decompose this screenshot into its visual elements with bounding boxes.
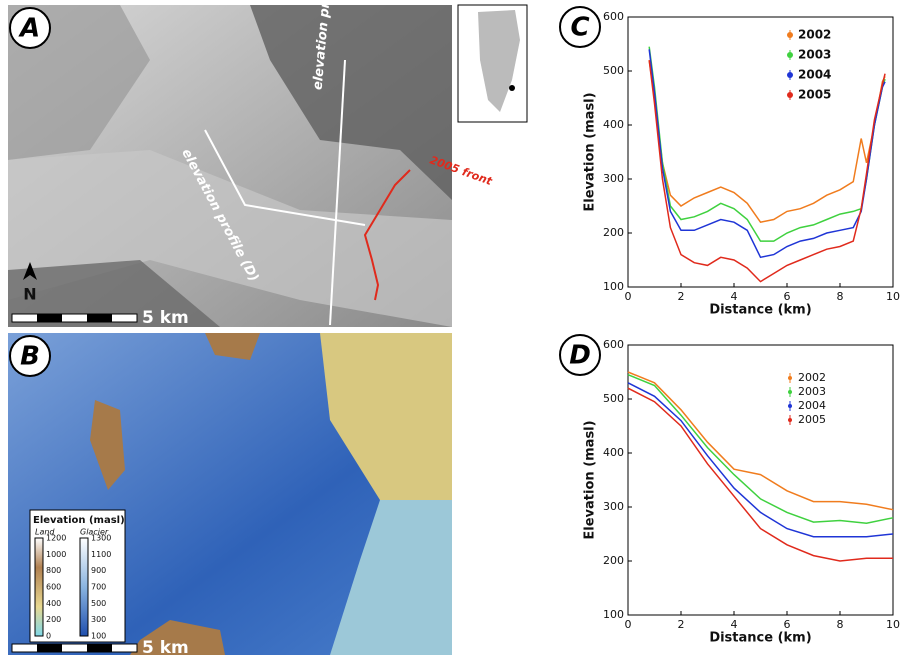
x-tick-label: 8	[837, 290, 844, 303]
legend-marker	[787, 52, 793, 58]
y-tick-label: 400	[603, 118, 624, 131]
legend-marker	[787, 32, 793, 38]
legend-label: 2004	[798, 399, 826, 412]
legend-tick-label: 800	[46, 566, 61, 575]
x-tick-label: 2	[678, 618, 685, 631]
legend-marker	[787, 72, 793, 78]
legend-tick-label: 500	[91, 599, 106, 608]
legend-label: 2003	[798, 48, 831, 62]
legend-marker	[788, 404, 792, 408]
y-tick-label: 300	[603, 500, 624, 513]
y-tick-label: 100	[603, 608, 624, 621]
series-line	[628, 383, 893, 537]
x-tick-label: 0	[625, 618, 632, 631]
legend-title: Elevation (masl)	[33, 515, 125, 526]
x-tick-label: 2	[678, 290, 685, 303]
legend-tick-label: 1300	[91, 534, 111, 543]
y-axis-label: Elevation (masl)	[583, 92, 598, 211]
series-line	[628, 372, 893, 510]
x-tick-label: 6	[784, 290, 791, 303]
y-tick-label: 200	[603, 554, 624, 567]
y-tick-label: 200	[603, 226, 624, 239]
panel-label: C	[570, 13, 589, 43]
x-tick-label: 8	[837, 618, 844, 631]
y-tick-label: 500	[603, 64, 624, 77]
panel-label: B	[20, 342, 40, 372]
scale-bar	[37, 644, 62, 652]
legend-tick-label: 100	[91, 632, 106, 641]
figure: elevation profile (D) elevation profile …	[0, 0, 904, 659]
plot-frame	[628, 345, 893, 615]
series-line	[649, 47, 885, 241]
legend-label: 2002	[798, 371, 826, 384]
legend-tick-label: 700	[91, 583, 106, 592]
north-label: N	[505, 363, 518, 382]
legend-tick-label: 0	[46, 632, 51, 641]
scale-label: 5 km	[142, 638, 189, 658]
legend-label: 2002	[798, 28, 831, 42]
color-ramp	[80, 538, 88, 636]
x-tick-label: 6	[784, 618, 791, 631]
series-line	[649, 60, 885, 222]
y-tick-label: 600	[603, 338, 624, 351]
legend-label: 2003	[798, 385, 826, 398]
scale-bar	[87, 314, 112, 322]
panel-label: A	[18, 14, 40, 44]
location-dot	[509, 85, 515, 91]
legend-tick-label: 900	[91, 566, 106, 575]
legend-marker	[788, 418, 792, 422]
legend-marker	[788, 390, 792, 394]
series-line	[649, 60, 885, 281]
y-tick-label: 500	[603, 392, 624, 405]
legend-tick-label: 1000	[46, 550, 66, 559]
x-tick-label: 10	[886, 290, 900, 303]
panel-b: Elevation (masl) Land Glacier 1200100080…	[8, 333, 519, 658]
y-tick-label: 100	[603, 280, 624, 293]
legend-tick-label: 200	[46, 615, 61, 624]
x-tick-label: 4	[731, 290, 738, 303]
scale-bar	[12, 644, 137, 652]
y-tick-label: 400	[603, 446, 624, 459]
annotation: 2001 front	[488, 207, 516, 286]
legend-marker	[787, 92, 793, 98]
panel-a: elevation profile (D) elevation profile …	[8, 0, 527, 328]
x-tick-label: 0	[625, 290, 632, 303]
legend-tick-label: 400	[46, 599, 61, 608]
x-tick-label: 10	[886, 618, 900, 631]
scale-bar	[12, 314, 137, 322]
legend-marker	[788, 376, 792, 380]
scale-bar	[87, 644, 112, 652]
y-tick-label: 600	[603, 10, 624, 23]
scale-label: 5 km	[142, 308, 189, 328]
panel-label: D	[569, 341, 591, 371]
legend-tick-label: 300	[91, 615, 106, 624]
color-ramp	[35, 538, 43, 636]
plot-frame	[628, 17, 893, 287]
legend-tick-label: 1200	[46, 534, 66, 543]
y-axis-label: Elevation (masl)	[583, 420, 598, 539]
legend-label: 2005	[798, 88, 831, 102]
x-axis-label: Distance (km)	[709, 631, 811, 646]
legend-tick-label: 600	[46, 583, 61, 592]
legend-tick-label: 1100	[91, 550, 111, 559]
series-line	[649, 49, 885, 257]
legend-label: 2004	[798, 68, 831, 82]
x-tick-label: 4	[731, 618, 738, 631]
north-arrow	[505, 342, 519, 358]
north-label: N	[23, 285, 36, 304]
scale-bar	[37, 314, 62, 322]
y-tick-label: 300	[603, 172, 624, 185]
legend-label: 2005	[798, 413, 826, 426]
x-axis-label: Distance (km)	[709, 303, 811, 318]
